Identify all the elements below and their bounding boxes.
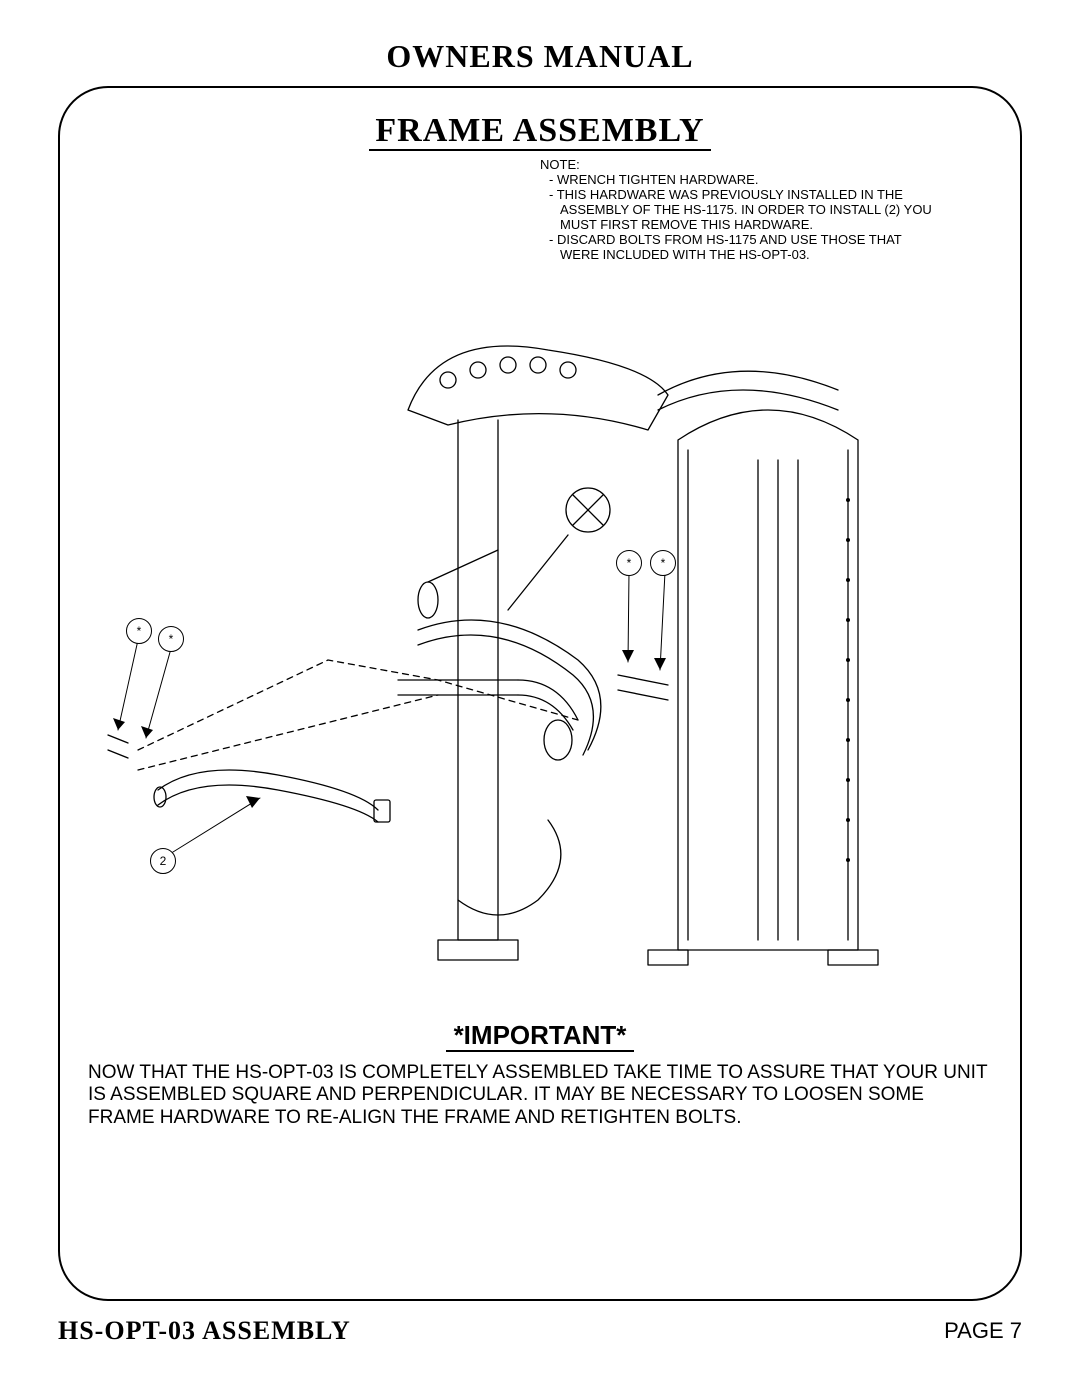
- callout-part-2: 2: [150, 848, 176, 874]
- note-line-2: - THIS HARDWARE WAS PREVIOUSLY INSTALLED…: [540, 188, 940, 233]
- page-header: OWNERS MANUAL: [0, 38, 1080, 75]
- footer-right: PAGE 7: [944, 1318, 1022, 1344]
- important-body: NOW THAT THE HS-OPT-03 IS COMPLETELY ASS…: [88, 1062, 992, 1129]
- note-label: NOTE:: [540, 158, 940, 173]
- note-block: NOTE: - WRENCH TIGHTEN HARDWARE. - THIS …: [540, 158, 940, 263]
- note-line-1: - WRENCH TIGHTEN HARDWARE.: [540, 173, 940, 188]
- page-header-text: OWNERS MANUAL: [386, 38, 693, 74]
- section-title: FRAME ASSEMBLY: [0, 112, 1080, 150]
- important-heading-text: *IMPORTANT*: [446, 1020, 635, 1052]
- important-heading: *IMPORTANT*: [0, 1020, 1080, 1051]
- diagram-svg: [78, 300, 998, 990]
- note-line-3: - DISCARD BOLTS FROM HS-1175 AND USE THO…: [540, 233, 940, 263]
- callout-star-3: *: [616, 550, 642, 576]
- callout-star-2: *: [158, 626, 184, 652]
- section-title-text: FRAME ASSEMBLY: [369, 112, 710, 151]
- assembly-diagram: * * * * 2: [78, 300, 998, 990]
- callout-star-4: *: [650, 550, 676, 576]
- callout-star-1: *: [126, 618, 152, 644]
- footer-left: HS-OPT-03 ASSEMBLY: [58, 1316, 351, 1346]
